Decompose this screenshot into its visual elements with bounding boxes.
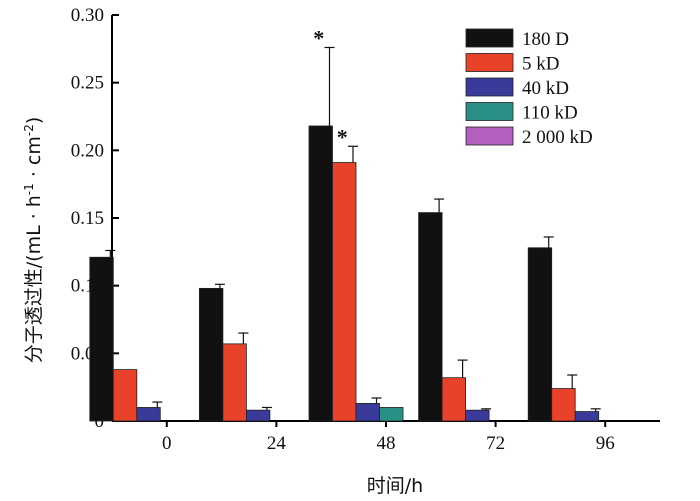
x-tick-label: 48 xyxy=(377,433,396,454)
bar xyxy=(574,411,600,422)
bar xyxy=(89,256,114,422)
legend: 180 D 5 kD 40 kD 110 kD 2 000 kD xyxy=(465,28,593,148)
bar xyxy=(551,388,576,422)
significance-star: * xyxy=(337,124,348,149)
legend-swatch xyxy=(465,28,514,48)
y-axis-title: 分子透过性/(mL · h-1 · cm-2) xyxy=(22,117,45,364)
bar xyxy=(245,409,271,422)
bar xyxy=(379,407,404,422)
legend-label: 5 kD xyxy=(522,54,559,75)
legend-label: 2 000 kD xyxy=(522,127,593,148)
y-tick-label: 0.30 xyxy=(71,5,104,26)
x-axis-title: 时间/h xyxy=(367,475,423,497)
y-axis-title-part3: ) xyxy=(23,117,45,124)
bar xyxy=(465,409,490,422)
bar xyxy=(527,247,553,422)
y-tick-label: 0.25 xyxy=(71,73,104,94)
x-tick-label: 24 xyxy=(267,433,287,454)
legend-swatch xyxy=(465,126,514,146)
bars xyxy=(89,46,601,422)
legend-label: 180 D xyxy=(522,29,569,50)
y-axis-title-sup1: -1 xyxy=(22,183,36,195)
bar xyxy=(308,125,333,422)
legend-swatch xyxy=(465,53,514,72)
y-tick-label: 0 xyxy=(95,411,105,432)
y-axis-title-part2: · cm xyxy=(23,136,45,183)
y-axis-title-sup2: -2 xyxy=(22,124,36,136)
legend-swatch xyxy=(465,102,514,121)
bar xyxy=(222,343,247,422)
y-axis-title-part1: 分子透过性/(mL · h xyxy=(23,195,45,363)
x-tick-label: 96 xyxy=(596,433,615,454)
bar xyxy=(136,407,161,422)
bar xyxy=(332,162,357,422)
x-tick-label: 72 xyxy=(486,433,505,454)
y-tick-label: 0.15 xyxy=(71,208,104,229)
legend-swatch xyxy=(465,77,514,97)
bar xyxy=(355,403,380,422)
annotations: ** xyxy=(313,25,348,149)
bar xyxy=(418,212,443,422)
bar xyxy=(198,287,224,422)
legend-label: 110 kD xyxy=(522,103,578,124)
x-tick-label: 0 xyxy=(162,433,172,454)
legend-label: 40 kD xyxy=(522,78,569,99)
y-tick-label: 0.20 xyxy=(71,140,104,161)
bar xyxy=(112,369,138,422)
bar xyxy=(441,377,467,422)
significance-star: * xyxy=(313,25,324,50)
